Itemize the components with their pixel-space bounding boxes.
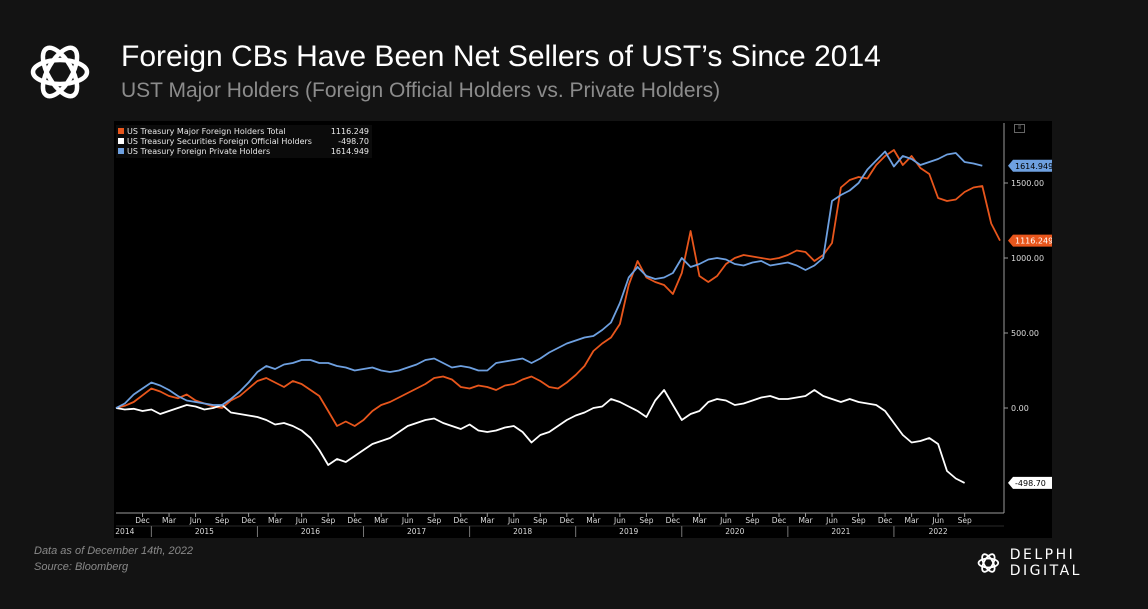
legend-item-official: US Treasury Securities Foreign Official … (118, 136, 369, 146)
x-tick-label: Dec (241, 516, 256, 525)
source-note: Source: Bloomberg (34, 561, 129, 573)
x-tick-label: Sep (958, 516, 972, 525)
x-tick-label: Sep (215, 516, 229, 525)
last-value-label-2: 1614.949 (1015, 162, 1052, 171)
y-tick-label: 1000.00 (1011, 254, 1044, 263)
last-value-tag-1 (1008, 476, 1052, 489)
x-tick-label: Dec (454, 516, 469, 525)
x-tick-label: Jun (507, 516, 520, 525)
year-label: 2020 (725, 527, 744, 536)
x-tick-label: Mar (905, 516, 920, 525)
x-tick-label: Dec (772, 516, 787, 525)
year-label: 2016 (301, 527, 320, 536)
chart-legend: US Treasury Major Foreign Holders Total … (116, 125, 372, 158)
y-tick-label: 1500.00 (1011, 179, 1044, 188)
x-tick-label: Mar (162, 516, 177, 525)
legend-label-total: US Treasury Major Foreign Holders Total (127, 126, 286, 136)
legend-item-private: US Treasury Foreign Private Holders 1614… (118, 146, 369, 156)
x-tick-label: Dec (135, 516, 150, 525)
x-tick-label: Mar (374, 516, 389, 525)
last-value-label-1: -498.70 (1015, 479, 1046, 488)
legend-value-private: 1614.949 (330, 146, 369, 156)
legend-item-total: US Treasury Major Foreign Holders Total … (118, 126, 369, 136)
last-value-label-0: 1116.249 (1015, 237, 1052, 246)
x-tick-label: Dec (560, 516, 575, 525)
legend-value-total: 1116.249 (330, 126, 369, 136)
year-label: 2017 (407, 527, 426, 536)
x-tick-label: Sep (639, 516, 653, 525)
year-label: 2015 (195, 527, 214, 536)
y-tick-label: 0.00 (1011, 404, 1029, 413)
page-subtitle: UST Major Holders (Foreign Official Hold… (121, 79, 721, 102)
brand-mark: DELPHI DIGITAL (975, 547, 1148, 579)
x-tick-label: Jun (401, 516, 414, 525)
x-tick-label: Jun (825, 516, 838, 525)
chart-options-icon[interactable]: ≡ (1014, 124, 1025, 133)
last-value-tag-0 (1008, 234, 1052, 247)
year-label: 2021 (831, 527, 850, 536)
x-tick-label: Jun (719, 516, 732, 525)
x-tick-label: Dec (347, 516, 362, 525)
x-tick-label: Mar (268, 516, 283, 525)
x-tick-label: Sep (533, 516, 547, 525)
legend-swatch-private (118, 148, 124, 154)
x-tick-label: Sep (851, 516, 865, 525)
year-label: 2014 (115, 527, 134, 536)
brand-name: DELPHI DIGITAL (1009, 547, 1082, 579)
x-tick-label: Mar (480, 516, 495, 525)
legend-swatch-official (118, 138, 124, 144)
year-label: 2022 (929, 527, 948, 536)
x-tick-label: Mar (692, 516, 707, 525)
x-tick-label: Sep (427, 516, 441, 525)
x-tick-label: Mar (586, 516, 601, 525)
data-date-note: Data as of December 14th, 2022 (34, 545, 193, 557)
year-label: 2019 (619, 527, 638, 536)
page-title: Foreign CBs Have Been Net Sellers of UST… (121, 40, 881, 73)
x-tick-label: Jun (613, 516, 626, 525)
series-line-2 (115, 150, 983, 409)
legend-label-private: US Treasury Foreign Private Holders (127, 146, 271, 156)
x-tick-label: Sep (745, 516, 759, 525)
legend-swatch-total (118, 128, 124, 134)
x-tick-label: Dec (878, 516, 893, 525)
x-tick-label: Jun (931, 516, 944, 525)
chart-panel: 0.00 500.00 1000.00 1500.00 Dec Mar Jun Sep Dec M… (114, 121, 1052, 538)
last-value-tag-2 (1008, 159, 1052, 172)
line-chart: 0.00 500.00 1000.00 1500.00 Dec Mar Jun Sep Dec M… (115, 123, 1052, 537)
x-tick-label: Sep (321, 516, 335, 525)
x-tick-label: Dec (666, 516, 681, 525)
y-tick-label: 500.00 (1011, 329, 1039, 338)
legend-value-official: -498.70 (338, 136, 369, 146)
x-tick-label: Jun (189, 516, 202, 525)
x-tick-label: Jun (295, 516, 308, 525)
x-tick-label: Mar (798, 516, 813, 525)
year-label: 2018 (513, 527, 532, 536)
legend-label-official: US Treasury Securities Foreign Official … (127, 136, 312, 146)
series-line-1 (115, 389, 966, 484)
delphi-brand-icon (977, 553, 1000, 573)
series-line-0 (115, 149, 1001, 427)
delphi-logo-icon (30, 45, 90, 99)
